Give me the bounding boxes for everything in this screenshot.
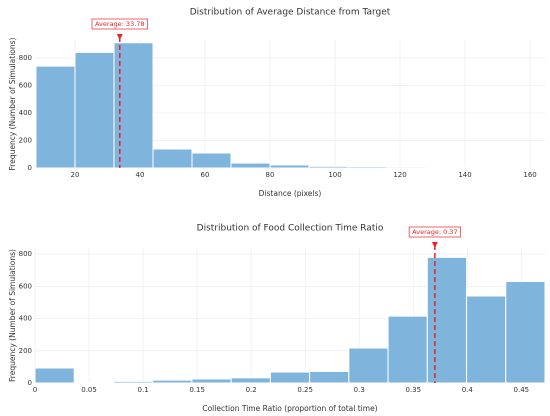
x-axis-label: Collection Time Ratio (proportion of tot… [202,404,377,413]
bar [386,166,427,169]
x-axis-label: Distance (pixels) [259,189,322,198]
y-tick-label: 0 [28,379,32,387]
y-tick-label: 200 [19,347,32,355]
y-tick-label: 800 [19,54,32,62]
bar [309,370,350,384]
x-tick-label: 40 [136,171,145,179]
bar [466,295,507,384]
y-tick-label: 600 [19,81,32,89]
chart-title: Distribution of Food Collection Time Rat… [197,224,384,234]
y-tick-label: 0 [28,164,32,172]
average-label: Average: 0.37 [412,228,457,236]
x-tick-label: 60 [201,171,210,179]
bar [269,371,311,384]
bar [35,65,76,169]
bar [347,166,388,169]
y-tick-label: 800 [19,250,32,258]
average-arrow [116,34,123,40]
bar [73,381,114,384]
x-tick-label: 140 [458,171,471,179]
bar [74,51,115,169]
x-tick-label: 0.45 [514,386,530,394]
y-tick-label: 600 [19,282,32,290]
x-tick-label: 0.3 [354,386,365,394]
x-tick-label: 0.1 [138,386,149,394]
bar [152,379,193,384]
x-tick-label: 0.35 [405,386,421,394]
y-tick-label: 200 [19,136,32,144]
x-tick-label: 0.15 [189,386,205,394]
bar [34,367,75,384]
bar [387,315,428,384]
bar [152,148,193,169]
x-tick-label: 100 [328,171,341,179]
y-axis-label: Frequency (Number of Simulations) [8,37,17,170]
x-tick-label: 120 [393,171,406,179]
x-tick-label: 0 [33,386,37,394]
average-label: Average: 33.78 [95,20,145,28]
bar [230,377,271,384]
bar [348,347,389,384]
x-tick-label: 0.25 [297,386,313,394]
y-tick-label: 400 [19,315,32,323]
bar [191,378,232,384]
bar [191,152,232,169]
average-label-box [408,226,461,238]
x-tick-label: 0.4 [462,386,474,394]
x-tick-label: 160 [523,171,536,179]
bar [112,380,154,384]
bar [308,165,349,169]
average-arrow [431,242,438,248]
x-tick-label: 0.2 [246,386,257,394]
chart-title: Distribution of Average Distance from Ta… [190,8,391,18]
bar [425,166,466,169]
bar [230,162,271,169]
bar [426,256,468,384]
y-axis-label: Frequency (Number of Simulations) [8,249,17,382]
bar [269,164,310,169]
average-label-box [91,18,148,30]
x-tick-label: 20 [71,171,80,179]
x-tick-label: 0.05 [81,386,97,394]
y-tick-label: 400 [19,109,32,117]
x-tick-label: 80 [266,171,275,179]
bar [505,281,546,384]
